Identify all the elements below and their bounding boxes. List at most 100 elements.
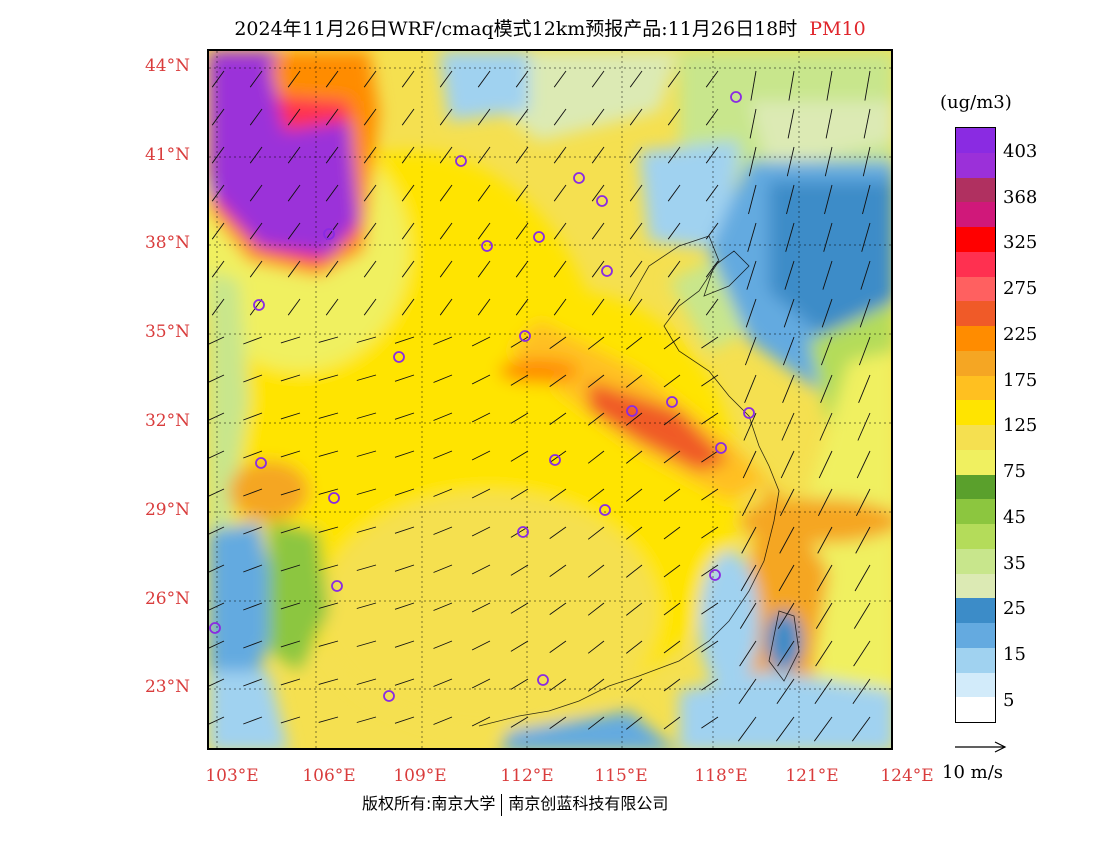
colorbar-swatch: [956, 251, 995, 277]
wind-vector: [243, 678, 263, 687]
wind-vector: [471, 336, 491, 347]
concentration-field: [209, 51, 891, 748]
city-marker: [573, 172, 585, 184]
wind-vector: [745, 298, 757, 328]
wind-vector: [777, 602, 795, 629]
city-marker: [519, 330, 531, 342]
wind-vector: [318, 450, 339, 457]
wind-vector: [363, 108, 377, 126]
wind-vector: [663, 564, 681, 578]
wind-vector: [318, 526, 339, 533]
wind-vector: [549, 412, 567, 425]
wind-vector: [471, 412, 491, 423]
wind-vector: [626, 412, 643, 426]
wind-vector: [243, 602, 263, 611]
wind-vector: [515, 260, 529, 278]
wind-vector: [439, 146, 453, 164]
lat-label: 44°N: [144, 56, 190, 76]
wind-vector: [477, 184, 491, 202]
city-marker: [255, 457, 267, 469]
colorbar-swatch: [956, 301, 995, 326]
wind-vector: [318, 602, 339, 609]
wind-vector: [626, 526, 643, 540]
coastline: [478, 235, 800, 727]
wind-vector: [211, 146, 225, 164]
wind-vector: [471, 526, 491, 537]
wind-vector: [510, 374, 529, 386]
wind-vector: [626, 640, 643, 654]
colorbar-swatch: [956, 202, 995, 227]
wind-vector: [477, 108, 491, 126]
wind-vector: [249, 222, 263, 240]
wind-vector: [318, 640, 339, 647]
wind-vector: [211, 260, 225, 278]
city-marker: [383, 690, 395, 702]
colorbar-label: 325: [1003, 232, 1038, 253]
wind-vector: [243, 564, 263, 573]
wind-vector: [433, 374, 453, 383]
wind-vector: [394, 412, 415, 420]
copyright-footer: 版权所有:南京大学 南京创蓝科技有限公司: [362, 790, 668, 816]
wind-vector: [280, 564, 301, 572]
wind-vector: [549, 450, 567, 463]
wind-vector: [211, 70, 225, 88]
wind-vector: [243, 716, 263, 725]
wind-vector: [401, 184, 415, 202]
lat-label: 29°N: [144, 500, 190, 520]
colorbar-unit: (ug/m3): [940, 92, 1012, 113]
wind-vector: [433, 640, 453, 649]
wind-vector: [743, 412, 757, 441]
wind-vector: [629, 108, 643, 126]
wind-vector: [701, 716, 719, 729]
wind-vector: [280, 678, 301, 686]
wind-vector: [553, 70, 567, 88]
wind-vector: [591, 146, 605, 164]
wind-vector: [433, 450, 453, 459]
map-canvas: [209, 51, 891, 748]
wind-vector: [862, 184, 871, 215]
wind-vector: [748, 184, 757, 215]
lon-label: 109°E: [393, 766, 447, 786]
wind-vector: [819, 412, 833, 441]
wind-vector: [741, 488, 757, 517]
wind-vector: [356, 678, 377, 685]
wind-vector: [701, 564, 719, 577]
wind-vector: [587, 336, 605, 350]
wind-vector: [394, 450, 415, 458]
colorbar-swatch: [956, 375, 995, 401]
wind-vector: [394, 374, 415, 382]
wind-vector: [471, 678, 491, 689]
wind-vector: [701, 374, 719, 387]
wind-vector: [747, 222, 757, 252]
wind-vector: [587, 602, 605, 616]
wind-vector: [243, 450, 263, 459]
wind-vector: [701, 602, 719, 615]
wind-vector: [746, 260, 757, 290]
colorbar-swatch: [956, 647, 995, 673]
wind-vectors: [209, 70, 871, 742]
wind-vector: [363, 70, 377, 88]
wind-vector: [356, 564, 377, 571]
wind-vector: [777, 640, 795, 667]
wind-vector: [287, 298, 301, 316]
wind-vector: [287, 184, 301, 202]
wind-vector: [705, 298, 719, 316]
wind-vector: [587, 716, 605, 730]
wind-vector: [510, 602, 529, 614]
wind-vector: [318, 336, 339, 343]
wind-vector: [861, 222, 871, 252]
wind-vector: [318, 374, 339, 381]
wind-vector: [209, 412, 225, 421]
wind-vector: [855, 526, 871, 554]
wind-vector: [325, 222, 339, 240]
wind-vector: [287, 108, 301, 126]
colorbar-swatch: [956, 548, 995, 574]
wind-vector: [433, 564, 453, 573]
wind-vector: [701, 526, 719, 539]
wind-vector: [549, 526, 567, 539]
wind-vector: [626, 450, 643, 464]
wind-vector: [394, 602, 415, 610]
colorbar-swatch: [956, 697, 995, 722]
wind-vector: [823, 222, 833, 252]
wind-vector: [701, 450, 719, 463]
